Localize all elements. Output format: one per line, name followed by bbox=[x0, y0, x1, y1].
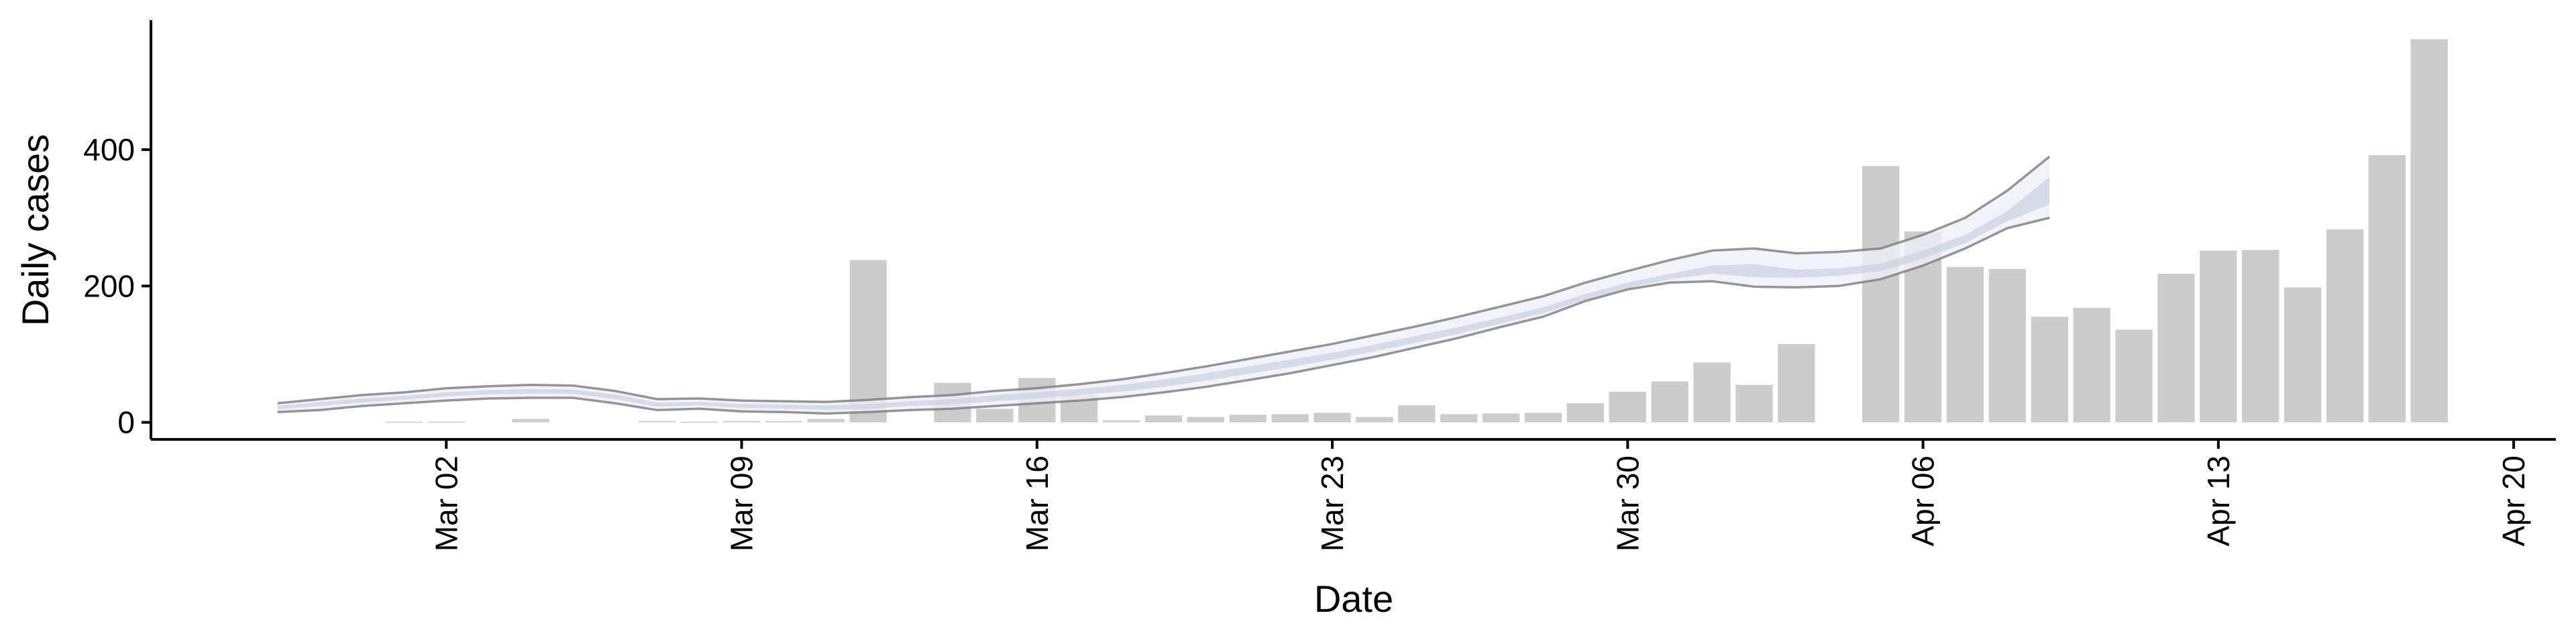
y-axis: 0 200 400 bbox=[83, 20, 152, 440]
bar bbox=[2410, 39, 2448, 423]
x-tick-label: Mar 02 bbox=[429, 455, 464, 551]
bar bbox=[1988, 268, 2026, 423]
bar bbox=[2200, 250, 2237, 423]
x-tick-label: Mar 16 bbox=[1020, 455, 1055, 551]
bar bbox=[681, 421, 718, 423]
x-tick-label: Apr 20 bbox=[2496, 455, 2531, 547]
bar bbox=[2368, 155, 2406, 423]
bar bbox=[427, 421, 465, 423]
bar bbox=[2115, 329, 2153, 423]
y-tick-label: 0 bbox=[117, 405, 135, 440]
bar bbox=[807, 419, 845, 423]
bar bbox=[1651, 381, 1688, 423]
bar bbox=[1229, 415, 1267, 423]
bar bbox=[1398, 405, 1436, 423]
bar bbox=[2326, 229, 2364, 423]
x-tick-label: Mar 30 bbox=[1610, 455, 1645, 551]
bar bbox=[1271, 414, 1309, 423]
band-lower-line bbox=[277, 216, 2050, 415]
bar bbox=[849, 260, 887, 423]
y-tick-label: 400 bbox=[83, 132, 135, 167]
x-axis-title: Date bbox=[1314, 578, 1393, 620]
bar bbox=[1524, 413, 1562, 423]
bar bbox=[1102, 420, 1140, 423]
bar bbox=[976, 409, 1014, 423]
bar bbox=[1946, 266, 1984, 423]
bar bbox=[1144, 415, 1183, 423]
bar bbox=[1862, 166, 1900, 423]
bar bbox=[1483, 413, 1520, 423]
x-tick-label: Mar 09 bbox=[724, 455, 759, 551]
bar bbox=[2031, 317, 2068, 423]
bar bbox=[722, 421, 761, 423]
bar bbox=[1609, 391, 1646, 423]
bar bbox=[512, 419, 549, 423]
bar bbox=[1566, 403, 1604, 423]
bar bbox=[1735, 384, 1773, 423]
x-tick-label: Mar 23 bbox=[1315, 455, 1350, 551]
y-axis-title: Daily cases bbox=[14, 134, 56, 326]
bar bbox=[1693, 362, 1731, 423]
band-upper-line bbox=[277, 155, 2051, 405]
bar bbox=[1313, 413, 1351, 423]
bar bbox=[2157, 274, 2195, 423]
x-tick-label: Apr 06 bbox=[1906, 455, 1941, 547]
bar bbox=[1187, 417, 1224, 423]
bar bbox=[765, 421, 802, 423]
plot-area bbox=[277, 39, 2448, 423]
x-axis: Mar 02 Mar 09 Mar 16 Mar 23 Mar 30 Apr 06 Apr … bbox=[151, 438, 2556, 551]
x-tick-label: Apr 13 bbox=[2201, 455, 2236, 547]
bar bbox=[639, 421, 676, 423]
bar bbox=[1356, 417, 1393, 423]
bar bbox=[2242, 250, 2279, 423]
bar bbox=[385, 421, 423, 423]
bar bbox=[2073, 307, 2110, 423]
bar bbox=[1778, 343, 1815, 423]
bar bbox=[1440, 414, 1478, 423]
y-tick-label: 200 bbox=[83, 268, 135, 303]
bar bbox=[2284, 287, 2322, 423]
